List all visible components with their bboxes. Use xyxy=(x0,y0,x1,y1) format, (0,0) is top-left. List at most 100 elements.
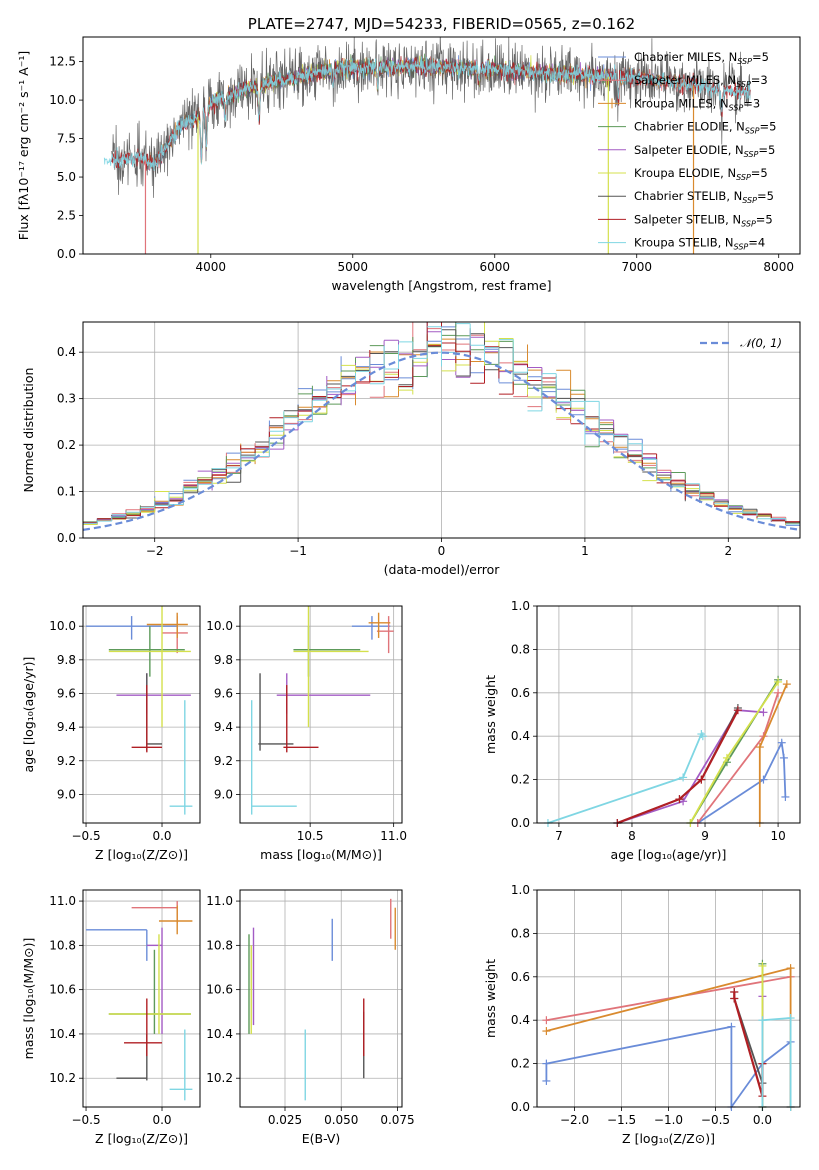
y-tick-label: 0.2 xyxy=(57,438,76,452)
legend-suffix: =5 xyxy=(756,212,773,226)
legend-suffix: =4 xyxy=(748,236,765,250)
x-tick-label: 5000 xyxy=(337,260,368,274)
errorbar-point xyxy=(293,606,369,728)
x-tick-label: 0.025 xyxy=(268,1113,302,1127)
y-tick-label: 1.0 xyxy=(511,599,530,613)
errorbar-point xyxy=(283,685,319,753)
x-axis-label: age [log₁₀(age/yr)] xyxy=(611,847,727,862)
legend-suffix: =3 xyxy=(743,96,760,110)
x-axis-label: Z [log₁₀(Z/Z⊙)] xyxy=(95,1131,188,1146)
legend-label-text: Chabrier MILES, N xyxy=(634,50,737,64)
legend-label-text: Kroupa STELIB, N xyxy=(634,236,734,250)
legend-label: 𝒩(0, 1) xyxy=(740,336,782,350)
legend-label-text: Salpeter STELIB, N xyxy=(634,212,741,226)
y-tick-label: 0.8 xyxy=(511,926,530,940)
histogram-series xyxy=(83,323,800,527)
errorbar-point xyxy=(258,673,294,751)
errorbar-point xyxy=(146,612,188,638)
x-tick-label: 10.5 xyxy=(297,829,324,843)
y-tick-label: 0.4 xyxy=(511,729,530,743)
legend-label: Salpeter MILES, NSSP=3 xyxy=(634,73,768,89)
x-axis-label: (data-model)/error xyxy=(384,562,501,577)
mass_vs_EBV-panel: 0.025 0.050 0.075 10.2 10.4 10.6 10.8 11.0 E(B-V… xyxy=(206,889,415,1146)
legend-label-text: Chabrier ELODIE, N xyxy=(634,120,745,134)
legend-suffix: =5 xyxy=(751,166,768,180)
axes-frame xyxy=(239,605,403,824)
spectrum-series-line xyxy=(103,56,751,172)
legend-suffix: =5 xyxy=(752,50,769,64)
y-axis-label: mass [log₁₀(M/M⊙)] xyxy=(21,938,36,1060)
y-tick-label: 0.0 xyxy=(511,1100,530,1114)
x-tick-label: 2 xyxy=(724,544,732,558)
y-tick-label: 9.2 xyxy=(57,754,76,768)
x-tick-label: −1.0 xyxy=(654,1113,683,1127)
y-tick-label: 0.4 xyxy=(57,345,76,359)
legend-label: Kroupa ELODIE, NSSP=5 xyxy=(634,166,768,182)
y-axis-label: mass weight xyxy=(483,959,498,1038)
y-tick-label: 10.6 xyxy=(206,983,233,997)
y-tick-label: 1.0 xyxy=(511,883,530,897)
mass-weight-line xyxy=(733,992,764,1084)
errorbar-point xyxy=(376,616,394,654)
legend-suffix: =5 xyxy=(760,120,777,134)
y-tick-label: 9.6 xyxy=(57,686,76,700)
mass-weight-line xyxy=(733,992,764,1097)
mass-weight-line xyxy=(546,975,791,1022)
y-tick-label: 0.4 xyxy=(511,1013,530,1027)
mass-weight-line xyxy=(761,1017,792,1107)
x-tick-label: 9 xyxy=(701,829,709,843)
axes-frame xyxy=(536,605,801,824)
errorbar-point xyxy=(169,700,193,815)
legend-suffix: =3 xyxy=(751,73,768,87)
legend-suffix: =5 xyxy=(758,143,775,157)
legend-label-text: Chabrier STELIB, N xyxy=(634,189,742,203)
legend-label-text: Salpeter MILES, N xyxy=(634,73,736,87)
y-tick-label: 9.2 xyxy=(214,754,233,768)
x-axis-label: wavelength [Angstrom, rest frame] xyxy=(331,278,551,293)
y-tick-label: 0.6 xyxy=(511,686,530,700)
x-axis-label: Z [log₁₀(Z/Z⊙)] xyxy=(95,847,188,862)
y-axis-label: age [log₁₀(age/yr)] xyxy=(21,657,36,773)
errorbar-point xyxy=(124,998,163,1057)
y-axis-label: Normed distribution xyxy=(21,368,36,493)
y-axis-label: mass weight xyxy=(483,675,498,754)
x-tick-label: −1.5 xyxy=(607,1113,636,1127)
y-tick-label: 9.4 xyxy=(214,720,233,734)
errorbar-point xyxy=(162,616,188,654)
errorbar-point xyxy=(131,901,178,924)
axes-frame xyxy=(82,36,801,255)
legend-label: Salpeter ELODIE, NSSP=5 xyxy=(634,143,775,159)
legend-subscript: SSP xyxy=(736,173,751,182)
errorbar-point xyxy=(86,616,178,640)
errorbar-point xyxy=(146,673,163,751)
legend-subscript: SSP xyxy=(736,80,751,89)
y-tick-label: 0.8 xyxy=(511,642,530,656)
x-tick-label: −1 xyxy=(289,544,307,558)
age_vs_mass-panel: 10.5 11.0 9.0 9.2 9.4 9.6 9.8 10.0 mass [log₁₀(M… xyxy=(206,605,407,862)
legend-subscript: SSP xyxy=(741,219,756,228)
x-tick-label: 0.0 xyxy=(753,1113,772,1127)
y-tick-label: 12.5 xyxy=(49,55,76,69)
legend-label: Chabrier STELIB, NSSP=5 xyxy=(634,189,774,205)
errorbar-point xyxy=(351,616,391,640)
y-tick-label: 10.4 xyxy=(206,1027,233,1041)
y-tick-label: 9.0 xyxy=(214,787,233,801)
y-tick-label: 9.6 xyxy=(214,686,233,700)
massweight_vs_age-panel: 7 8 9 10 0.0 0.2 0.4 0.6 0.8 1.0 age [log₁₀(age/yr… xyxy=(483,599,801,862)
x-tick-label: 7 xyxy=(555,829,563,843)
x-tick-label: −2 xyxy=(146,544,164,558)
legend-label-text: Salpeter ELODIE, N xyxy=(634,143,744,157)
y-tick-label: 0.2 xyxy=(511,1057,530,1071)
y-tick-label: 9.4 xyxy=(57,720,76,734)
x-tick-label: 0 xyxy=(438,544,446,558)
legend-subscript: SSP xyxy=(729,103,744,112)
y-tick-label: 7.5 xyxy=(57,132,76,146)
legend-subscript: SSP xyxy=(745,127,760,136)
y-tick-label: 10.2 xyxy=(49,1071,76,1085)
y-tick-label: 10.6 xyxy=(49,983,76,997)
errorbar-point xyxy=(131,685,163,753)
massweight_vs_Z-panel: −2.0 −1.5 −1.0 −0.5 0.0 0.0 0.2 0.4 0.6 0.8 1.0 Z [… xyxy=(483,883,801,1146)
y-tick-label: 10.0 xyxy=(49,93,76,107)
errorbar-point xyxy=(108,606,191,728)
